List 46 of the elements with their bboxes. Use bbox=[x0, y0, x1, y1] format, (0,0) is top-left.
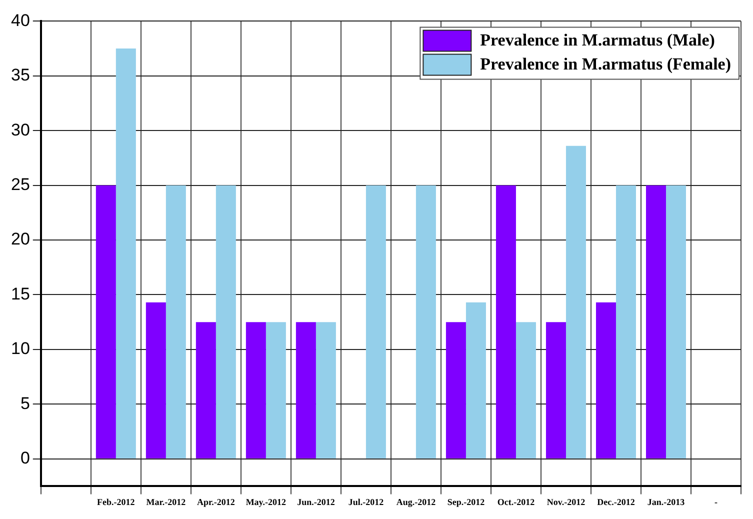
x-tick-label: Mar.-2012 bbox=[146, 496, 186, 507]
bar bbox=[96, 185, 116, 458]
bar bbox=[316, 322, 336, 458]
x-tick-label: Nov.-2012 bbox=[546, 496, 586, 507]
y-tick-label: 40 bbox=[10, 10, 30, 30]
bar bbox=[166, 185, 186, 458]
x-tick-label: May.-2012 bbox=[246, 496, 287, 507]
x-tick-label: Feb.-2012 bbox=[97, 496, 136, 507]
legend-label: Prevalence in M.armatus (Female) bbox=[480, 54, 732, 74]
x-tick-label: Aug.-2012 bbox=[396, 496, 436, 507]
bar bbox=[116, 48, 136, 458]
y-tick-label: 15 bbox=[10, 284, 30, 304]
bar bbox=[566, 146, 586, 458]
x-tick-label: Dec.-2012 bbox=[597, 496, 636, 507]
y-tick-label: 0 bbox=[20, 448, 30, 468]
y-tick-label: 10 bbox=[10, 339, 30, 358]
bar bbox=[646, 185, 666, 458]
legend-label: Prevalence in M.armatus (Male) bbox=[480, 30, 715, 50]
y-tick-label: 25 bbox=[10, 175, 30, 194]
bar bbox=[146, 302, 166, 458]
y-tick-label: 20 bbox=[10, 230, 30, 249]
bar bbox=[616, 185, 636, 458]
bar bbox=[496, 185, 516, 458]
x-tick-label: Jul.-2012 bbox=[348, 496, 384, 507]
bar bbox=[216, 185, 236, 458]
bar bbox=[666, 185, 686, 458]
x-tick-label: Apr.-2012 bbox=[196, 496, 236, 507]
x-tick-label: Jan.-2013 bbox=[647, 496, 686, 507]
bar bbox=[596, 302, 616, 458]
x-tick-label: Oct.-2012 bbox=[497, 496, 536, 507]
x-tick-label: - bbox=[714, 496, 718, 507]
bar bbox=[296, 322, 316, 458]
bar bbox=[416, 185, 436, 458]
bar bbox=[366, 185, 386, 458]
x-tick-label: Jun.-2012 bbox=[297, 496, 336, 507]
bar bbox=[466, 302, 486, 458]
y-tick-label: 5 bbox=[20, 394, 30, 413]
bar bbox=[516, 322, 536, 458]
y-tick-label: 30 bbox=[10, 120, 30, 140]
bar bbox=[546, 322, 566, 458]
bar bbox=[446, 322, 466, 458]
x-tick-label: Sep.-2012 bbox=[447, 496, 486, 507]
bar bbox=[246, 322, 266, 458]
bar bbox=[196, 322, 216, 458]
y-tick-label: 35 bbox=[10, 66, 30, 85]
bar bbox=[266, 322, 286, 458]
